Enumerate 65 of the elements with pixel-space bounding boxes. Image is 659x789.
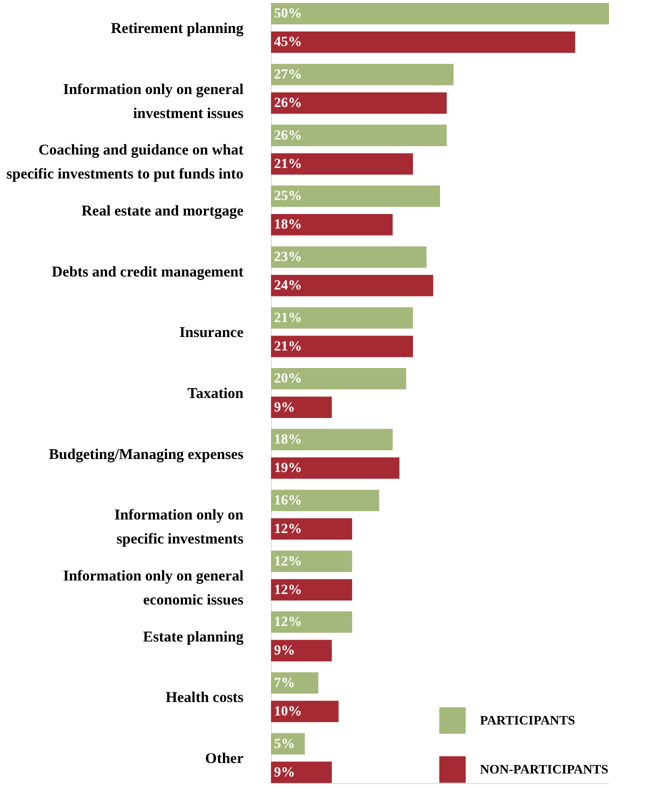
legend-label: PARTICIPANTS <box>480 712 576 728</box>
bar <box>271 92 447 114</box>
data-label: 19% <box>274 461 302 476</box>
data-label: 45% <box>274 35 302 50</box>
data-label: 26% <box>274 96 302 112</box>
data-label: 25% <box>274 189 302 204</box>
bar <box>271 640 332 662</box>
data-label: 12% <box>274 522 302 537</box>
data-label: 12% <box>274 615 302 630</box>
y-tick-label: Other <box>205 751 244 768</box>
data-label: 23% <box>274 250 302 266</box>
bar <box>271 124 447 146</box>
data-label: 12% <box>274 582 302 598</box>
data-label: 9% <box>274 644 295 659</box>
bar <box>271 214 393 236</box>
data-label: 27% <box>274 68 302 83</box>
bar <box>271 368 406 390</box>
data-label: 21% <box>274 310 302 326</box>
bar <box>271 762 332 783</box>
data-label: 20% <box>274 372 302 387</box>
bar <box>271 490 380 512</box>
bar <box>271 579 352 600</box>
bar <box>271 457 400 479</box>
data-label: 50% <box>274 6 302 22</box>
bar <box>271 307 413 329</box>
data-label: 16% <box>274 493 302 508</box>
data-label: 24% <box>274 278 302 294</box>
y-tick-label: Information only on general investment issues <box>63 82 244 122</box>
data-label: 21% <box>274 339 302 354</box>
bar <box>271 336 413 358</box>
y-tick-label: Debts and credit management <box>52 264 244 280</box>
bar <box>271 274 434 296</box>
y-tick-label: Information only on specific investments <box>114 508 244 548</box>
data-label: 9% <box>274 765 295 780</box>
data-label: 26% <box>274 128 302 144</box>
y-tick-label: Information only on general economic issues <box>63 568 244 609</box>
data-label: 7% <box>274 676 295 691</box>
data-label: 21% <box>274 156 302 172</box>
bar <box>271 428 393 450</box>
bar <box>271 550 352 572</box>
data-label: 18% <box>274 432 302 448</box>
data-label: 10% <box>274 704 302 720</box>
y-tick-label: Retirement planning <box>110 20 244 37</box>
data-label: 5% <box>274 736 295 752</box>
data-label: 9% <box>274 400 295 416</box>
bar <box>271 32 576 53</box>
y-tick-label: Estate planning <box>143 629 244 646</box>
bar <box>271 518 352 540</box>
bar <box>271 153 413 175</box>
bar <box>271 611 352 633</box>
bar <box>271 672 318 694</box>
bar <box>271 64 454 86</box>
data-label: 18% <box>274 218 302 233</box>
bar <box>271 3 609 24</box>
y-tick-label: Budgeting/Managing expenses <box>48 446 244 463</box>
y-tick-label: Real estate and mortgage <box>81 203 244 220</box>
y-tick-label: Coaching and guidance on what specific investments to put funds into <box>6 142 244 183</box>
bar <box>271 246 426 268</box>
bar <box>271 396 332 418</box>
data-label: 12% <box>274 554 302 570</box>
y-tick-label: Taxation <box>187 386 244 402</box>
legend-label: NON-PARTICIPANTS <box>480 762 608 776</box>
y-tick-label: Health costs <box>166 690 244 706</box>
y-tick-label: Insurance <box>179 325 244 342</box>
bar <box>271 186 440 207</box>
